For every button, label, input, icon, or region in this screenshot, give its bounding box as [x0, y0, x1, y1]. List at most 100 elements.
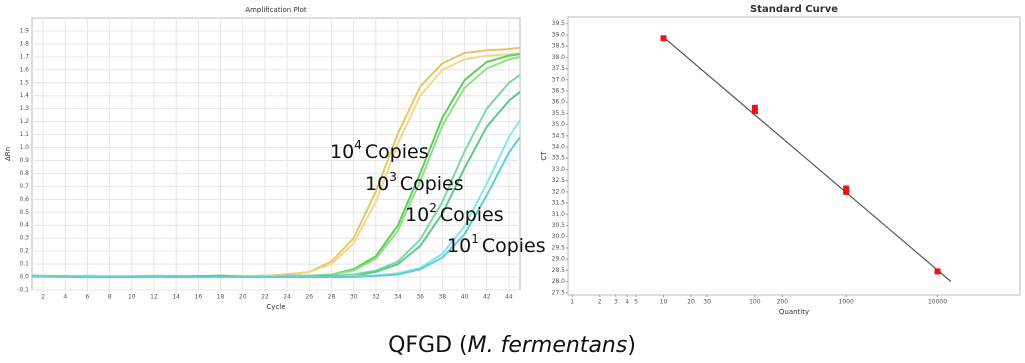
y-tick-label: 1.6: [19, 66, 29, 73]
caption: QFGD (M. fermentans): [388, 333, 636, 358]
x-tick-label: 4: [63, 294, 67, 301]
data-point: [751, 104, 758, 111]
x-tick-label: 4: [625, 299, 629, 306]
x-tick-label: 12: [150, 294, 158, 301]
y-tick-label: 1.0: [19, 144, 29, 151]
x-tick-label: 1000: [839, 299, 854, 306]
x-tick-label: 30: [703, 299, 711, 306]
x-tick-label: 42: [483, 294, 491, 301]
y-axis-label: ΔRn: [4, 147, 12, 161]
x-tick-label: 100: [749, 299, 761, 306]
y-tick-label: 35.5: [552, 110, 566, 117]
x-tick-label: 10: [660, 299, 668, 306]
x-tick-label: 2: [41, 294, 45, 301]
x-tick-label: 6: [86, 294, 90, 301]
y-tick-label: 27.5: [552, 289, 566, 296]
x-tick-label: 1: [570, 299, 574, 306]
y-tick-label: 0.3: [19, 235, 29, 242]
copies-base: 10: [365, 173, 389, 195]
copies-base: 10: [447, 235, 471, 257]
chart-title: Amplification Plot: [245, 6, 307, 14]
y-tick-label: 1.2: [19, 118, 29, 125]
y-tick-label: 37.5: [552, 65, 566, 72]
y-tick-label: 32.0: [552, 188, 566, 195]
copies-text: Copies: [440, 204, 504, 226]
copies-text: Copies: [482, 235, 546, 257]
y-axis-label: CT: [540, 151, 548, 161]
x-tick-label: 22: [261, 294, 269, 301]
copies-exponent: 1: [471, 232, 479, 246]
y-tick-label: 32.5: [552, 177, 566, 184]
copies-label: 104 Copies: [330, 138, 429, 163]
data-point: [934, 268, 941, 275]
x-tick-label: 10000: [928, 299, 947, 306]
y-tick-label: 33.0: [552, 166, 566, 173]
caption-text: QFGD (: [388, 333, 468, 358]
y-tick-label: 28.0: [552, 278, 566, 285]
y-tick-label: 0.7: [19, 183, 29, 190]
copies-base: 10: [330, 141, 354, 163]
plot-area: [567, 16, 1021, 296]
x-tick-label: 36: [416, 294, 424, 301]
y-tick-label: 38.5: [552, 43, 566, 50]
data-point: [660, 35, 667, 42]
x-tick-label: 28: [328, 294, 336, 301]
y-tick-label: 36.5: [552, 87, 566, 94]
y-tick-label: 29.0: [552, 256, 566, 263]
x-tick-label: 14: [172, 294, 180, 301]
copies-exponent: 4: [354, 138, 362, 152]
y-tick-label: 33.5: [552, 155, 566, 162]
x-tick-label: 40: [461, 294, 469, 301]
y-tick-label: 31.5: [552, 200, 566, 207]
x-axis-label: Quantity: [779, 308, 809, 316]
x-tick-label: 34: [394, 294, 402, 301]
x-tick-label: 30: [350, 294, 358, 301]
fit-line: [663, 36, 952, 282]
y-tick-label: 36.0: [552, 99, 566, 106]
data-point: [843, 185, 850, 192]
copies-label: 101 Copies: [447, 232, 546, 257]
x-tick-label: 16: [195, 294, 203, 301]
data-point: [751, 108, 758, 115]
data-point: [843, 188, 850, 195]
y-tick-label: 0.2: [19, 248, 29, 255]
chart-title: Standard Curve: [750, 4, 838, 15]
y-tick-label: -0.1: [17, 287, 29, 294]
x-tick-label: 3: [614, 299, 618, 306]
copies-label: 102 Copies: [405, 201, 504, 226]
y-tick-label: 1.7: [19, 53, 29, 60]
y-tick-label: 1.1: [19, 131, 29, 138]
y-tick-label: 34.5: [552, 132, 566, 139]
x-tick-label: 24: [283, 294, 291, 301]
x-tick-label: 32: [372, 294, 380, 301]
y-tick-label: 31.0: [552, 211, 566, 218]
caption-end: ): [627, 333, 636, 358]
x-tick-label: 44: [505, 294, 513, 301]
caption-italic: M. fermentans: [468, 333, 628, 358]
plot-area: [31, 17, 521, 291]
copies-exponent: 2: [429, 201, 437, 215]
y-tick-label: 0.1: [19, 261, 29, 268]
x-tick-label: 38: [439, 294, 447, 301]
y-tick-label: 0.0: [19, 274, 29, 281]
y-tick-label: 0.4: [19, 222, 29, 229]
y-tick-label: 30.5: [552, 222, 566, 229]
y-tick-label: 1.5: [19, 79, 29, 86]
y-tick-label: 0.9: [19, 157, 29, 164]
y-tick-label: 34.0: [552, 144, 566, 151]
copies-label: 103 Copies: [365, 170, 464, 195]
y-tick-label: 1.9: [19, 27, 29, 34]
copies-text: Copies: [400, 173, 464, 195]
y-tick-label: 35.0: [552, 121, 566, 128]
y-tick-label: 1.4: [19, 92, 29, 99]
x-tick-label: 20: [687, 299, 695, 306]
y-tick-label: 30.0: [552, 233, 566, 240]
y-tick-label: 29.5: [552, 244, 566, 251]
x-tick-label: 10: [128, 294, 136, 301]
copies-text: Copies: [365, 141, 429, 163]
y-tick-label: 0.8: [19, 170, 29, 177]
y-tick-label: 28.5: [552, 267, 566, 274]
x-tick-label: 5: [634, 299, 638, 306]
